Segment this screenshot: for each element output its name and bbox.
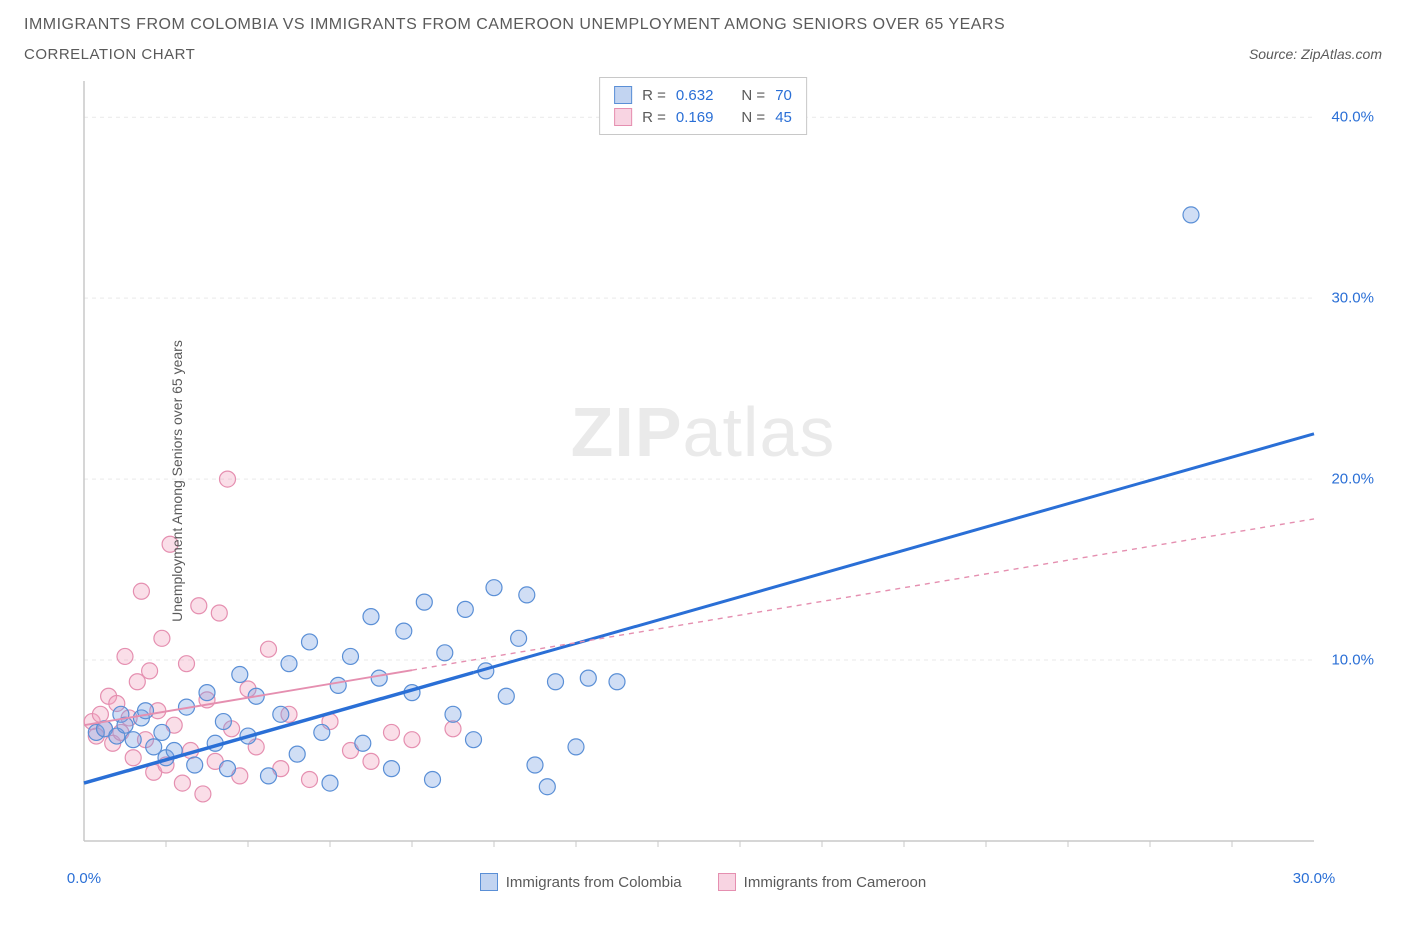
series-legend-item: Immigrants from Colombia bbox=[480, 873, 682, 891]
data-point bbox=[273, 706, 289, 722]
data-point bbox=[92, 706, 108, 722]
data-point bbox=[220, 471, 236, 487]
data-point bbox=[457, 601, 473, 617]
data-point bbox=[416, 594, 432, 610]
data-point bbox=[220, 761, 236, 777]
legend-row: R = 0.169 N = 45 bbox=[614, 106, 792, 128]
data-point bbox=[195, 786, 211, 802]
data-point bbox=[580, 670, 596, 686]
data-point bbox=[179, 656, 195, 672]
legend-n-value: 70 bbox=[775, 87, 792, 104]
data-point bbox=[154, 724, 170, 740]
data-point bbox=[1183, 207, 1199, 223]
legend-swatch bbox=[614, 108, 632, 126]
series-label: Immigrants from Colombia bbox=[506, 874, 682, 891]
data-point bbox=[384, 761, 400, 777]
data-point bbox=[384, 724, 400, 740]
series-legend-item: Immigrants from Cameroon bbox=[718, 873, 927, 891]
data-point bbox=[174, 775, 190, 791]
data-point bbox=[396, 623, 412, 639]
legend-n-label: N = bbox=[741, 109, 765, 126]
data-point bbox=[568, 739, 584, 755]
y-axis-label: Unemployment Among Seniors over 65 years bbox=[169, 340, 185, 622]
data-point bbox=[425, 771, 441, 787]
data-point bbox=[142, 663, 158, 679]
legend-r-label: R = bbox=[642, 87, 666, 104]
data-point bbox=[548, 674, 564, 690]
data-point bbox=[330, 677, 346, 693]
data-point bbox=[404, 732, 420, 748]
data-point bbox=[133, 583, 149, 599]
data-point bbox=[322, 775, 338, 791]
legend-r-value: 0.632 bbox=[676, 87, 714, 104]
data-point bbox=[371, 670, 387, 686]
data-point bbox=[281, 656, 297, 672]
y-tick-label: 40.0% bbox=[1331, 109, 1374, 126]
data-point bbox=[355, 735, 371, 751]
data-point bbox=[609, 674, 625, 690]
chart-header: IMMIGRANTS FROM COLOMBIA VS IMMIGRANTS F… bbox=[24, 16, 1382, 63]
data-point bbox=[289, 746, 305, 762]
y-tick-label: 10.0% bbox=[1331, 652, 1374, 669]
data-point bbox=[125, 732, 141, 748]
data-point bbox=[445, 721, 461, 737]
data-point bbox=[437, 645, 453, 661]
data-point bbox=[511, 630, 527, 646]
data-point bbox=[215, 714, 231, 730]
data-point bbox=[363, 753, 379, 769]
data-point bbox=[154, 630, 170, 646]
chart-source: Source: ZipAtlas.com bbox=[1249, 46, 1382, 62]
data-point bbox=[498, 688, 514, 704]
data-point bbox=[466, 732, 482, 748]
data-point bbox=[261, 768, 277, 784]
data-point bbox=[187, 757, 203, 773]
series-legend: Immigrants from Colombia Immigrants from … bbox=[24, 873, 1382, 891]
chart-container: Unemployment Among Seniors over 65 years… bbox=[24, 71, 1382, 891]
y-tick-label: 20.0% bbox=[1331, 471, 1374, 488]
data-point bbox=[199, 685, 215, 701]
y-tick-label: 30.0% bbox=[1331, 290, 1374, 307]
data-point bbox=[486, 580, 502, 596]
chart-title: IMMIGRANTS FROM COLOMBIA VS IMMIGRANTS F… bbox=[24, 16, 1382, 34]
chart-subtitle: CORRELATION CHART bbox=[24, 46, 195, 63]
data-point bbox=[527, 757, 543, 773]
data-point bbox=[314, 724, 330, 740]
data-point bbox=[191, 598, 207, 614]
legend-swatch bbox=[718, 873, 736, 891]
data-point bbox=[343, 648, 359, 664]
scatter-plot bbox=[24, 71, 1382, 871]
legend-n-value: 45 bbox=[775, 109, 792, 126]
legend-n-label: N = bbox=[741, 87, 765, 104]
legend-row: R = 0.632 N = 70 bbox=[614, 84, 792, 106]
legend-r-label: R = bbox=[642, 109, 666, 126]
data-point bbox=[363, 609, 379, 625]
data-point bbox=[232, 667, 248, 683]
data-point bbox=[519, 587, 535, 603]
data-point bbox=[302, 634, 318, 650]
data-point bbox=[117, 648, 133, 664]
data-point bbox=[539, 779, 555, 795]
data-point bbox=[302, 771, 318, 787]
series-label: Immigrants from Cameroon bbox=[744, 874, 927, 891]
legend-swatch bbox=[480, 873, 498, 891]
data-point bbox=[445, 706, 461, 722]
data-point bbox=[125, 750, 141, 766]
data-point bbox=[261, 641, 277, 657]
correlation-legend: R = 0.632 N = 70 R = 0.169 N = 45 bbox=[599, 77, 807, 135]
legend-swatch bbox=[614, 86, 632, 104]
legend-r-value: 0.169 bbox=[676, 109, 714, 126]
data-point bbox=[211, 605, 227, 621]
